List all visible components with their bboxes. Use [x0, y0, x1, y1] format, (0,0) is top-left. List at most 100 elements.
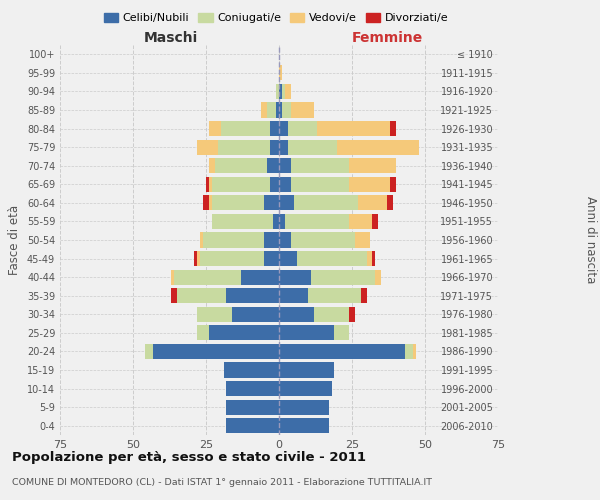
Text: Maschi: Maschi	[144, 31, 198, 45]
Text: COMUNE DI MONTEDORO (CL) - Dati ISTAT 1° gennaio 2011 - Elaborazione TUTTITALIA.: COMUNE DI MONTEDORO (CL) - Dati ISTAT 1°…	[12, 478, 432, 487]
Bar	[279, 362, 334, 378]
Bar	[390, 176, 396, 192]
Bar	[334, 325, 349, 340]
Bar	[197, 325, 209, 340]
Bar	[270, 121, 279, 136]
Bar	[226, 381, 279, 396]
Bar	[197, 140, 218, 155]
Bar	[279, 176, 290, 192]
Bar	[194, 251, 197, 266]
Bar	[145, 344, 154, 359]
Bar	[355, 232, 370, 248]
Bar	[311, 270, 376, 285]
Bar	[404, 344, 413, 359]
Bar	[290, 232, 355, 248]
Bar	[349, 214, 373, 229]
Bar	[279, 84, 282, 99]
Bar	[171, 270, 174, 285]
Bar	[279, 158, 290, 174]
Bar	[349, 158, 396, 174]
Bar	[296, 251, 367, 266]
Bar	[282, 102, 290, 118]
Bar	[367, 251, 373, 266]
Bar	[212, 214, 273, 229]
Bar	[387, 195, 393, 210]
Bar	[206, 176, 209, 192]
Bar	[279, 418, 329, 434]
Bar	[212, 176, 270, 192]
Bar	[218, 140, 270, 155]
Bar	[279, 400, 329, 415]
Bar	[262, 102, 268, 118]
Bar	[209, 158, 215, 174]
Bar	[282, 84, 285, 99]
Bar	[290, 158, 349, 174]
Bar	[279, 65, 282, 80]
Bar	[171, 288, 177, 304]
Bar	[279, 344, 404, 359]
Bar	[390, 121, 396, 136]
Bar	[209, 121, 221, 136]
Bar	[361, 288, 367, 304]
Bar	[203, 195, 209, 210]
Bar	[197, 251, 200, 266]
Bar	[279, 381, 332, 396]
Legend: Celibi/Nubili, Coniugati/e, Vedovi/e, Divorziati/e: Celibi/Nubili, Coniugati/e, Vedovi/e, Di…	[100, 8, 452, 28]
Bar	[279, 121, 288, 136]
Bar	[293, 195, 358, 210]
Bar	[276, 84, 279, 99]
Bar	[288, 140, 337, 155]
Bar	[268, 158, 279, 174]
Text: Popolazione per età, sesso e stato civile - 2011: Popolazione per età, sesso e stato civil…	[12, 451, 366, 464]
Bar	[221, 121, 270, 136]
Bar	[317, 121, 390, 136]
Bar	[358, 195, 387, 210]
Bar	[279, 195, 293, 210]
Bar	[279, 140, 288, 155]
Y-axis label: Fasce di età: Fasce di età	[8, 205, 21, 275]
Bar	[270, 140, 279, 155]
Bar	[209, 176, 212, 192]
Bar	[285, 214, 349, 229]
Bar	[279, 270, 311, 285]
Bar	[226, 418, 279, 434]
Bar	[268, 102, 276, 118]
Bar	[290, 176, 349, 192]
Bar	[209, 195, 212, 210]
Bar	[279, 288, 308, 304]
Bar	[279, 325, 334, 340]
Bar	[226, 288, 279, 304]
Bar	[200, 251, 265, 266]
Bar	[349, 306, 355, 322]
Bar	[373, 251, 376, 266]
Bar	[279, 214, 285, 229]
Bar	[290, 102, 314, 118]
Bar	[270, 176, 279, 192]
Bar	[308, 288, 361, 304]
Bar	[212, 195, 265, 210]
Bar	[154, 344, 279, 359]
Bar	[174, 270, 241, 285]
Bar	[337, 140, 419, 155]
Bar	[279, 306, 314, 322]
Bar	[265, 195, 279, 210]
Bar	[232, 306, 279, 322]
Text: Anni di nascita: Anni di nascita	[584, 196, 597, 284]
Bar	[215, 158, 268, 174]
Bar	[285, 84, 290, 99]
Bar	[241, 270, 279, 285]
Bar	[279, 251, 296, 266]
Bar	[265, 232, 279, 248]
Bar	[413, 344, 416, 359]
Bar	[288, 121, 317, 136]
Bar	[226, 400, 279, 415]
Bar	[209, 325, 279, 340]
Bar	[376, 270, 381, 285]
Text: Femmine: Femmine	[352, 31, 422, 45]
Bar	[349, 176, 390, 192]
Bar	[279, 102, 282, 118]
Bar	[224, 362, 279, 378]
Bar	[314, 306, 349, 322]
Bar	[177, 288, 226, 304]
Bar	[265, 251, 279, 266]
